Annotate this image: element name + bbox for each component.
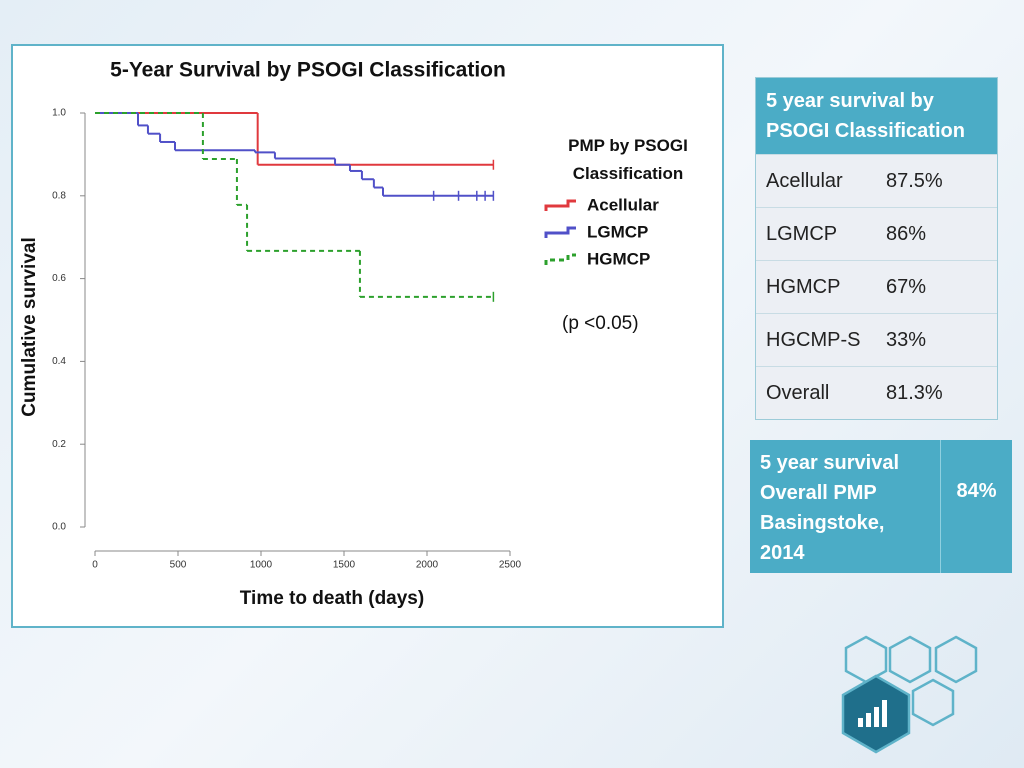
table-row: Acellular 87.5% — [756, 154, 997, 207]
legend-swatch — [544, 199, 576, 211]
summary-value: 84% — [956, 480, 997, 502]
table-row: LGMCP 86% — [756, 207, 997, 260]
table-label: HGCMP-S — [766, 328, 861, 351]
summary-label: 5 year survival Overall PMP Basingstoke,… — [750, 440, 941, 573]
legend-label: HGMCP — [587, 249, 650, 268]
table-row: Overall 81.3% — [756, 366, 997, 419]
y-tick-label: 0.2 — [52, 439, 66, 450]
x-tick-label: 2500 — [499, 560, 522, 571]
annotation: (p <0.05) — [562, 313, 639, 334]
table-label: LGMCP — [766, 222, 838, 245]
legend-label: Acellular — [587, 195, 659, 214]
table-value: 87.5% — [886, 169, 943, 192]
x-tick-label: 1500 — [333, 560, 356, 571]
legend-label: LGMCP — [587, 222, 648, 241]
table-value: 33% — [886, 328, 927, 351]
table-label: Overall — [766, 381, 830, 404]
y-axis-label: Cumulative survival — [19, 237, 40, 417]
y-tick-label: 0.6 — [52, 273, 66, 284]
x-axis-label: Time to death (days) — [240, 588, 424, 609]
table-row: HGMCP 67% — [756, 260, 997, 313]
x-tick-label: 0 — [92, 560, 98, 571]
survival-table: 5 year survival by PSOGI Classification … — [755, 77, 998, 420]
x-tick-label: 1000 — [250, 560, 273, 571]
table-label: HGMCP — [766, 275, 841, 298]
legend-title: PMP by PSOGI Classification — [568, 136, 688, 183]
legend-swatch — [544, 253, 576, 265]
y-tick-label: 0.4 — [52, 356, 66, 367]
chart-title: 5-Year Survival by PSOGI Classification — [110, 59, 506, 82]
legend-swatch — [544, 226, 576, 238]
table-value: 81.3% — [886, 381, 943, 404]
decoration — [841, 635, 978, 754]
table-label: Acellular — [766, 169, 843, 192]
table-value: 86% — [886, 222, 927, 245]
y-tick-label: 1.0 — [52, 108, 66, 119]
y-tick-label: 0.8 — [52, 190, 66, 201]
table-row: HGCMP-S 33% — [756, 313, 997, 366]
x-tick-label: 2000 — [416, 560, 439, 571]
table-value: 67% — [886, 275, 927, 298]
y-tick-label: 0.0 — [52, 522, 66, 533]
summary-box: 5 year survival Overall PMP Basingstoke,… — [750, 440, 1012, 573]
table-header: 5 year survival by PSOGI Classification — [756, 78, 997, 154]
chart-panel — [11, 44, 724, 628]
x-tick-label: 500 — [170, 560, 187, 571]
